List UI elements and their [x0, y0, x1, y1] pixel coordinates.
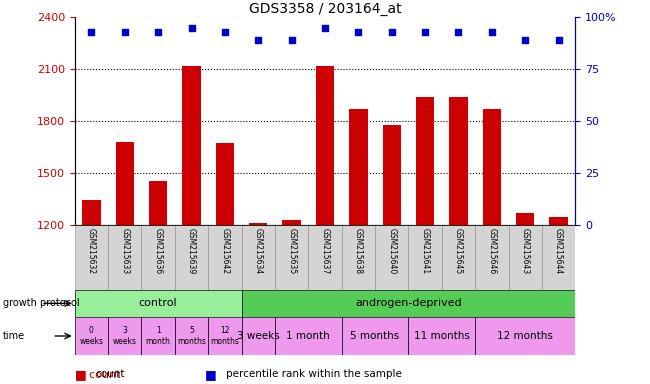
- Text: ■ count: ■ count: [75, 369, 120, 379]
- Point: [353, 29, 363, 35]
- Text: 1
month: 1 month: [146, 326, 170, 346]
- Bar: [242, 317, 275, 355]
- Bar: [116, 142, 134, 225]
- Bar: [508, 225, 542, 290]
- Bar: [183, 66, 201, 225]
- Point: [387, 29, 397, 35]
- Text: percentile rank within the sample: percentile rank within the sample: [226, 369, 402, 379]
- Point: [320, 25, 330, 31]
- Point: [553, 37, 564, 43]
- Point: [453, 29, 463, 35]
- Text: GSM215632: GSM215632: [87, 228, 96, 274]
- Text: ■: ■: [205, 368, 216, 381]
- Bar: [542, 225, 575, 290]
- Bar: [483, 109, 501, 225]
- Bar: [108, 225, 142, 290]
- Bar: [149, 180, 167, 225]
- Bar: [175, 317, 208, 355]
- Bar: [383, 125, 401, 225]
- Text: GSM215634: GSM215634: [254, 228, 263, 274]
- Text: time: time: [3, 331, 25, 341]
- Bar: [283, 220, 301, 225]
- Bar: [449, 97, 467, 225]
- Point: [120, 29, 130, 35]
- Title: GDS3358 / 203164_at: GDS3358 / 203164_at: [249, 2, 401, 16]
- Bar: [549, 217, 567, 225]
- Text: count: count: [96, 369, 125, 379]
- Point: [487, 29, 497, 35]
- Text: 12 months: 12 months: [497, 331, 553, 341]
- Bar: [108, 317, 142, 355]
- Text: 1 month: 1 month: [287, 331, 330, 341]
- Bar: [342, 317, 408, 355]
- Text: GSM215638: GSM215638: [354, 228, 363, 274]
- Point: [86, 29, 97, 35]
- Bar: [83, 200, 101, 225]
- Bar: [416, 97, 434, 225]
- Bar: [308, 225, 342, 290]
- Point: [220, 29, 230, 35]
- Point: [187, 25, 197, 31]
- Bar: [408, 225, 442, 290]
- Point: [420, 29, 430, 35]
- Bar: [475, 317, 575, 355]
- Bar: [249, 223, 267, 225]
- Bar: [375, 225, 408, 290]
- Point: [153, 29, 163, 35]
- Text: GSM215643: GSM215643: [521, 228, 530, 274]
- Text: 11 months: 11 months: [414, 331, 470, 341]
- Bar: [75, 317, 108, 355]
- Bar: [275, 225, 308, 290]
- Text: GSM215641: GSM215641: [421, 228, 430, 274]
- Text: 0
weeks: 0 weeks: [79, 326, 103, 346]
- Bar: [175, 225, 208, 290]
- Bar: [516, 213, 534, 225]
- Text: 12
months: 12 months: [211, 326, 239, 346]
- Text: 3 weeks: 3 weeks: [237, 331, 280, 341]
- Text: GSM215645: GSM215645: [454, 228, 463, 274]
- Bar: [75, 225, 108, 290]
- Point: [253, 37, 263, 43]
- Bar: [242, 290, 575, 317]
- Text: ■: ■: [75, 368, 86, 381]
- Bar: [275, 317, 342, 355]
- Point: [287, 37, 297, 43]
- Bar: [208, 317, 242, 355]
- Bar: [475, 225, 508, 290]
- Text: 5
months: 5 months: [177, 326, 206, 346]
- Text: GSM215635: GSM215635: [287, 228, 296, 274]
- Bar: [75, 290, 242, 317]
- Text: GSM215644: GSM215644: [554, 228, 563, 274]
- Bar: [342, 225, 375, 290]
- Text: GSM215636: GSM215636: [153, 228, 162, 274]
- Text: control: control: [139, 298, 177, 308]
- Text: androgen-deprived: androgen-deprived: [355, 298, 462, 308]
- Bar: [316, 66, 334, 225]
- Text: GSM215642: GSM215642: [220, 228, 229, 274]
- Text: GSM215633: GSM215633: [120, 228, 129, 274]
- Text: GSM215639: GSM215639: [187, 228, 196, 274]
- Text: GSM215640: GSM215640: [387, 228, 396, 274]
- Text: GSM215646: GSM215646: [488, 228, 497, 274]
- Bar: [216, 144, 234, 225]
- Text: growth protocol: growth protocol: [3, 298, 80, 308]
- Bar: [208, 225, 242, 290]
- Text: 3
weeks: 3 weeks: [113, 326, 136, 346]
- Text: 5 months: 5 months: [350, 331, 400, 341]
- Point: [520, 37, 530, 43]
- Text: GSM215637: GSM215637: [320, 228, 330, 274]
- Bar: [242, 225, 275, 290]
- Bar: [349, 109, 367, 225]
- Bar: [408, 317, 475, 355]
- Bar: [142, 317, 175, 355]
- Bar: [442, 225, 475, 290]
- Bar: [142, 225, 175, 290]
